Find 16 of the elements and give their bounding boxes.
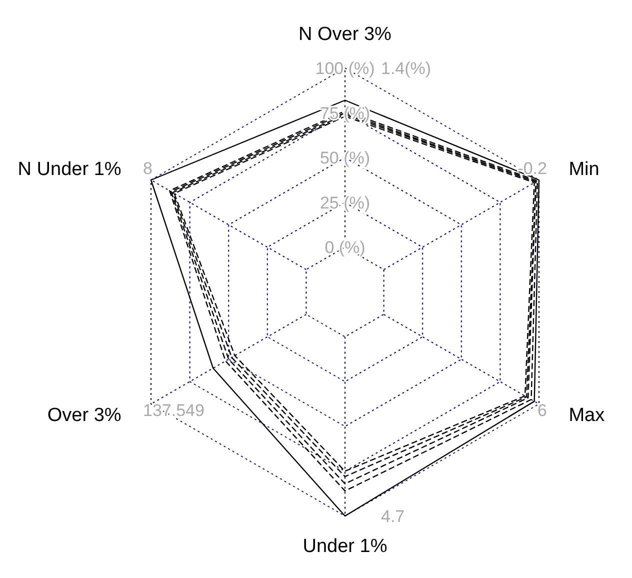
text: 1.4(%): [381, 58, 432, 78]
text: 6: [538, 400, 547, 420]
y-tick-label: 100 (%): [315, 58, 375, 78]
text: 137.549: [143, 400, 204, 420]
y-tick-label: 0 (%): [324, 238, 366, 258]
text: -0.2: [518, 158, 547, 178]
spoke-label: N Under 1%: [18, 159, 122, 180]
y-tick-label: 50 (%): [320, 148, 370, 168]
spoke-label: Max: [568, 405, 606, 426]
y-tick-label: 25 (%): [320, 193, 370, 212]
spoke-label: Over 3%: [47, 405, 122, 426]
text: 4.7: [381, 506, 405, 526]
text: 8: [143, 158, 152, 178]
spoke-label: Min: [568, 159, 600, 180]
spoke-label: Under 1%: [302, 536, 388, 557]
spoke-label: N Over 3%: [298, 24, 392, 45]
